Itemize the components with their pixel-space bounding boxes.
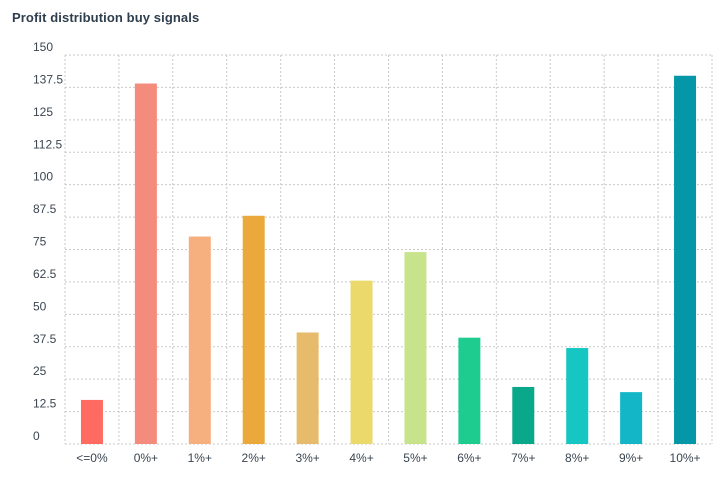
bar-5[interactable]	[350, 280, 373, 444]
bar-3[interactable]	[242, 215, 265, 444]
y-tick-label: 125	[33, 105, 53, 119]
bar-9[interactable]	[566, 348, 589, 444]
y-tick-label: 25	[33, 364, 47, 378]
y-tick-label: 50	[33, 299, 47, 313]
x-tick-label: 9%+	[619, 451, 643, 465]
x-tick-label: 4%+	[349, 451, 373, 465]
x-tick-label: 6%+	[457, 451, 481, 465]
bar-4[interactable]	[296, 332, 319, 444]
y-tick-label: 87.5	[33, 202, 57, 216]
x-tick-label: 5%+	[403, 451, 427, 465]
x-tick-label: 8%+	[565, 451, 589, 465]
bar-8[interactable]	[512, 386, 535, 444]
y-tick-label: 0	[33, 429, 40, 443]
bars	[80, 75, 697, 444]
bar-11[interactable]	[674, 75, 697, 444]
x-tick-label: 2%+	[242, 451, 266, 465]
x-tick-label: 10%+	[670, 451, 701, 465]
x-tick-label: 0%+	[134, 451, 158, 465]
x-tick-label: <=0%	[76, 451, 108, 465]
y-tick-label: 100	[33, 170, 53, 184]
y-tick-label: 37.5	[33, 332, 57, 346]
y-tick-label: 150	[33, 40, 53, 54]
grid-lines	[64, 54, 713, 445]
bar-0[interactable]	[80, 399, 103, 444]
y-tick-label: 112.5	[33, 137, 62, 151]
y-tick-label: 75	[33, 235, 47, 249]
x-tick-label: 1%+	[188, 451, 212, 465]
x-axis-ticks: <=0% 0%+ 1%+ 2%+ 3%+ 4%+ 5%+ 6%+ 7%+ 8%+ 9%+ 10%+	[76, 451, 700, 465]
x-tick-label: 7%+	[511, 451, 535, 465]
bar-10[interactable]	[620, 392, 643, 444]
bar-7[interactable]	[458, 337, 481, 444]
y-axis-ticks: 0 12.5 25 37.5 50 62.5 75 87.5 100 112.5 125 137.5 1…	[33, 40, 63, 443]
x-tick-label: 3%+	[295, 451, 319, 465]
y-tick-label: 62.5	[33, 267, 57, 281]
y-tick-label: 12.5	[33, 397, 57, 411]
chart-title: Profit distribution buy signals	[12, 10, 200, 25]
bar-1[interactable]	[134, 83, 157, 444]
y-tick-label: 137.5	[33, 72, 63, 86]
bar-6[interactable]	[404, 252, 427, 444]
bar-2[interactable]	[188, 236, 211, 444]
